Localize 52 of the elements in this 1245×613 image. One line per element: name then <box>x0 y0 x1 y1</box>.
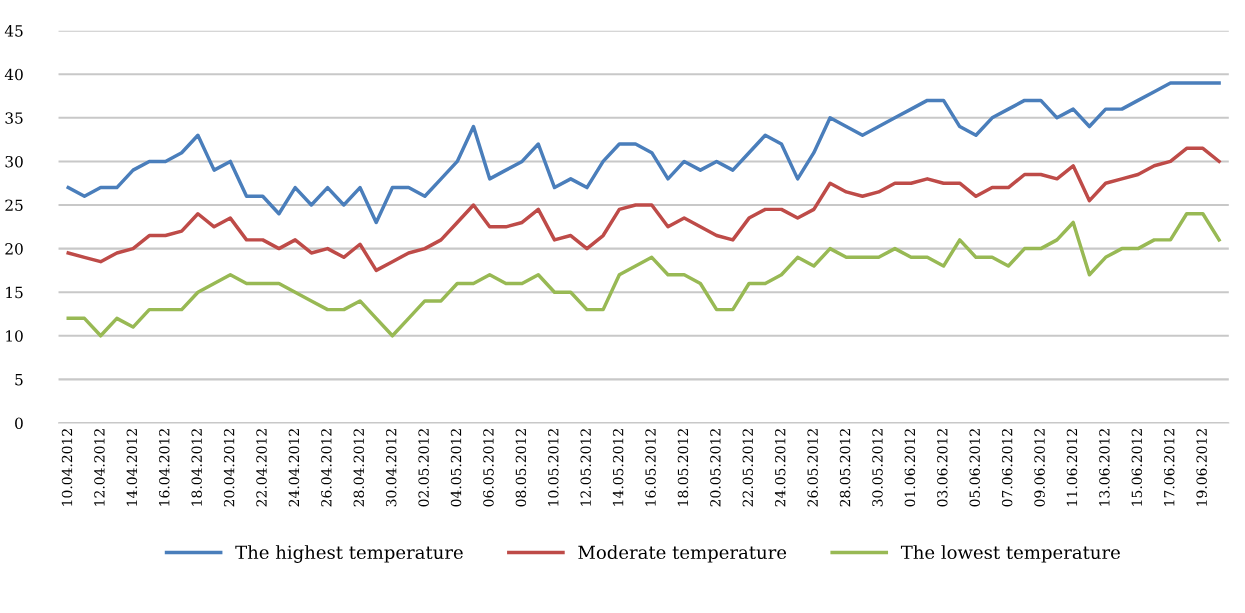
x-tick-label: 07.06.2012 <box>1001 429 1013 507</box>
x-tick-label: 04.05.2012 <box>450 429 462 507</box>
x-tick-label: 13.06.2012 <box>1099 429 1110 506</box>
x-tick-label: 06.05.2012 <box>483 429 494 507</box>
y-tick-label: 0 <box>15 417 23 429</box>
x-tick-label: 15.06.2012 <box>1131 429 1143 506</box>
y-tick-label: 20 <box>5 243 23 255</box>
x-tick-label: 09.06.2012 <box>1034 429 1045 507</box>
x-tick-label: 08.05.2012 <box>515 429 527 507</box>
y-tick-label: 45 <box>4 25 23 37</box>
x-tick-label: 10.05.2012 <box>548 429 559 506</box>
x-tick-label: 30.04.2012 <box>385 429 397 507</box>
x-tick-label: 01.06.2012 <box>904 429 916 507</box>
x-tick-label: 14.04.2012 <box>126 429 138 506</box>
line-series <box>66 81 1221 225</box>
x-tick-label: 26.05.2012 <box>807 429 818 507</box>
x-tick-label: 26.04.2012 <box>321 429 332 507</box>
x-tick-label: 12.04.2012 <box>94 429 105 506</box>
y-tick-label: 5 <box>15 374 23 386</box>
x-tick-label: 20.04.2012 <box>223 429 235 507</box>
x-tick-label: 22.04.2012 <box>256 429 267 507</box>
x-tick-label: 03.06.2012 <box>937 429 948 507</box>
line-series <box>66 146 1221 273</box>
x-tick-label: 12.05.2012 <box>580 429 591 506</box>
x-tick-label: 11.06.2012 <box>1066 429 1078 506</box>
x-tick-label: 20.05.2012 <box>710 429 721 507</box>
x-tick-label: 10.04.2012 <box>61 429 73 506</box>
y-tick-label: 10 <box>6 330 23 342</box>
x-tick-label: 17.06.2012 <box>1163 429 1175 506</box>
x-tick-label: 16.04.2012 <box>159 429 170 506</box>
legend-label: Moderate temperature <box>578 545 787 563</box>
x-tick-label: 18.04.2012 <box>191 429 202 506</box>
x-tick-label: 28.04.2012 <box>353 429 365 507</box>
x-tick-label: 19.06.2012 <box>1196 429 1207 506</box>
x-tick-label: 18.05.2012 <box>677 429 689 506</box>
y-tick-label: 30 <box>5 155 23 168</box>
legend-label: The highest temperature <box>235 545 463 563</box>
x-tick-label: 22.05.2012 <box>742 429 754 507</box>
y-tick-label: 40 <box>4 68 23 81</box>
y-tick-label: 35 <box>5 112 23 124</box>
y-tick-label: 25 <box>5 199 23 212</box>
legend-label: The lowest temperature <box>900 545 1120 563</box>
x-tick-label: 16.05.2012 <box>645 429 656 506</box>
x-tick-label: 14.05.2012 <box>612 429 624 506</box>
x-tick-label: 05.06.2012 <box>969 429 980 507</box>
x-tick-label: 30.05.2012 <box>872 429 883 507</box>
x-tick-label: 24.05.2012 <box>774 429 786 507</box>
x-tick-label: 02.05.2012 <box>418 429 429 507</box>
x-tick-label: 28.05.2012 <box>839 429 851 507</box>
x-tick-label: 24.04.2012 <box>288 429 300 507</box>
line-series <box>66 211 1221 338</box>
y-tick-label: 15 <box>6 286 23 299</box>
